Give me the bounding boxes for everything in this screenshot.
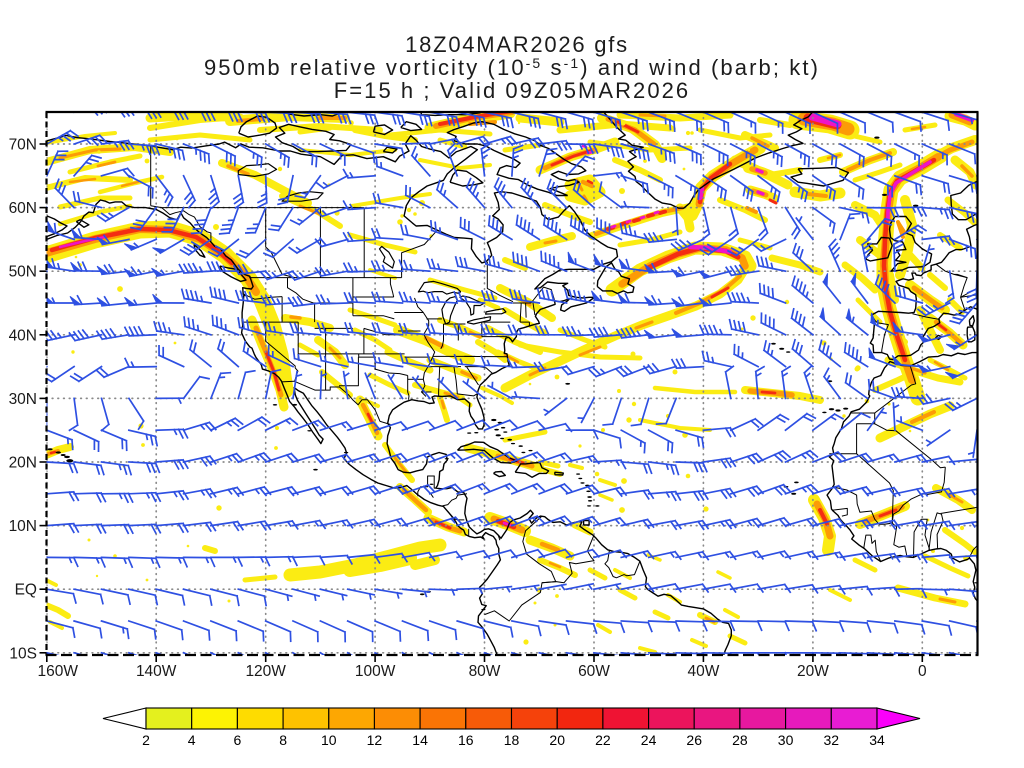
svg-text:10N: 10N	[9, 518, 37, 535]
svg-text:950mb relative vorticity (10-5: 950mb relative vorticity (10-5 s-1) and …	[204, 55, 820, 80]
svg-text:10: 10	[321, 732, 337, 748]
svg-text:30: 30	[778, 732, 794, 748]
svg-text:140W: 140W	[136, 663, 177, 680]
svg-text:10S: 10S	[9, 645, 37, 662]
svg-text:28: 28	[732, 732, 748, 748]
svg-text:60N: 60N	[9, 200, 37, 217]
svg-text:30N: 30N	[9, 391, 37, 408]
svg-text:22: 22	[595, 732, 611, 748]
svg-text:0: 0	[918, 663, 927, 680]
svg-text:F=15 h ; Valid 09Z05MAR2026: F=15 h ; Valid 09Z05MAR2026	[334, 78, 690, 103]
svg-text:12: 12	[367, 732, 383, 748]
svg-text:24: 24	[641, 732, 657, 748]
svg-text:160W: 160W	[38, 663, 79, 680]
svg-text:20: 20	[549, 732, 565, 748]
svg-text:6: 6	[234, 732, 242, 748]
svg-text:120W: 120W	[245, 663, 286, 680]
svg-text:26: 26	[686, 732, 702, 748]
svg-text:80W: 80W	[469, 663, 501, 680]
svg-text:50N: 50N	[9, 264, 37, 281]
svg-text:100W: 100W	[355, 663, 396, 680]
svg-text:40W: 40W	[687, 663, 719, 680]
svg-text:EQ: EQ	[15, 582, 37, 599]
svg-text:16: 16	[458, 732, 474, 748]
svg-text:20W: 20W	[797, 663, 829, 680]
svg-text:32: 32	[824, 732, 840, 748]
svg-text:20N: 20N	[9, 455, 37, 472]
svg-text:40N: 40N	[9, 327, 37, 344]
svg-text:34: 34	[869, 732, 885, 748]
svg-text:60W: 60W	[578, 663, 610, 680]
svg-text:14: 14	[412, 732, 428, 748]
svg-text:8: 8	[279, 732, 287, 748]
svg-text:2: 2	[142, 732, 150, 748]
svg-text:4: 4	[188, 732, 196, 748]
svg-text:18: 18	[504, 732, 520, 748]
svg-text:18Z04MAR2026 gfs: 18Z04MAR2026 gfs	[405, 32, 629, 57]
svg-text:70N: 70N	[9, 137, 37, 154]
